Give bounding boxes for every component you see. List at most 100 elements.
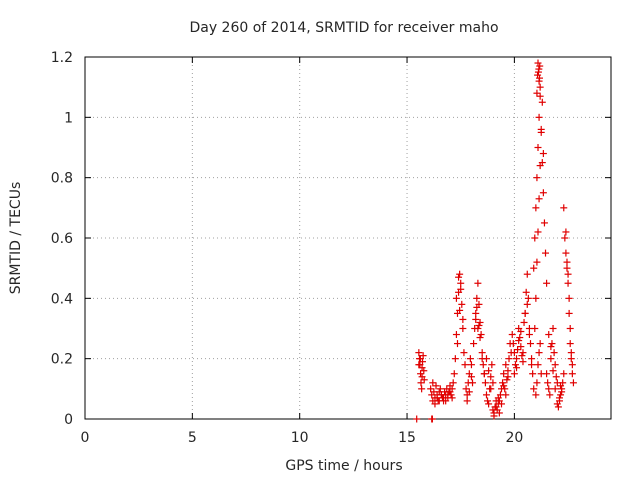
data-point — [490, 412, 498, 420]
data-point — [563, 264, 571, 272]
data-point — [522, 288, 530, 296]
data-point — [566, 340, 574, 348]
data-point — [475, 321, 483, 329]
data-point — [463, 397, 471, 405]
data-point — [429, 379, 437, 387]
data-point — [502, 391, 510, 399]
data-point — [518, 352, 526, 360]
data-point — [532, 294, 540, 302]
data-point — [469, 379, 477, 387]
data-point — [453, 340, 461, 348]
data-point — [458, 300, 466, 308]
data-point — [532, 391, 540, 399]
data-point — [510, 349, 518, 357]
chart-title: Day 260 of 2014, SRMTID for receiver mah… — [189, 20, 498, 36]
y-tick-label: 0 — [64, 412, 73, 428]
data-point — [459, 325, 467, 332]
data-point — [479, 361, 487, 369]
data-point — [551, 385, 559, 393]
x-axis-label: GPS time / hours — [285, 458, 402, 474]
data-point — [554, 403, 562, 411]
data-point — [565, 294, 573, 302]
y-tick-label: 0.4 — [51, 291, 73, 307]
data-point — [502, 361, 510, 369]
data-point — [498, 400, 506, 408]
data-point — [543, 370, 551, 378]
data-point — [547, 343, 555, 351]
data-point — [452, 294, 460, 302]
data-point — [539, 189, 547, 197]
data-point — [473, 294, 481, 302]
data-point — [467, 361, 475, 369]
data-point — [435, 397, 443, 405]
y-axis-label: SRMTID / TECUs — [8, 182, 24, 295]
data-point — [499, 379, 507, 387]
data-point — [531, 325, 539, 332]
data-point — [436, 385, 444, 393]
data-point — [534, 228, 542, 236]
data-point — [457, 279, 465, 287]
data-point — [524, 294, 532, 302]
data-point — [517, 343, 525, 351]
data-point — [549, 325, 557, 332]
x-tick-label: 5 — [188, 430, 197, 446]
data-point — [418, 364, 426, 372]
data-point — [485, 400, 493, 408]
x-tick-label: 10 — [291, 430, 309, 446]
data-point — [501, 385, 509, 393]
data-point — [564, 270, 572, 278]
data-point — [560, 204, 568, 212]
data-point — [473, 303, 481, 311]
data-point — [417, 379, 425, 387]
data-point — [415, 361, 423, 369]
data-point — [415, 349, 423, 357]
data-point — [548, 340, 556, 348]
axis-tick-labels: 0 5 10 15 20 0 0.2 0.4 0.6 0.8 1 1.2 — [51, 50, 524, 446]
data-point — [511, 361, 519, 369]
data-point — [558, 388, 566, 396]
data-point — [520, 318, 528, 326]
data-point — [547, 355, 555, 363]
data-point — [514, 346, 522, 354]
data-point — [477, 331, 485, 339]
data-point — [472, 315, 480, 323]
data-point — [534, 59, 542, 67]
data-point — [418, 385, 426, 393]
data-point — [530, 264, 538, 272]
data-point — [452, 331, 460, 339]
data-point — [505, 355, 513, 363]
data-point — [528, 361, 536, 369]
data-point — [457, 285, 465, 293]
data-point — [532, 204, 540, 212]
data-point — [545, 331, 553, 339]
data-point — [536, 83, 544, 91]
data-point — [562, 228, 570, 236]
data-point — [480, 370, 488, 378]
x-tick-label: 0 — [81, 430, 90, 446]
data-point — [481, 379, 489, 387]
data-point — [451, 355, 459, 363]
data-point — [500, 370, 508, 378]
data-point — [461, 361, 469, 369]
data-point — [478, 349, 486, 357]
data-point — [432, 382, 440, 390]
data-point — [431, 400, 439, 408]
data-point — [504, 367, 512, 375]
data-point — [513, 355, 521, 363]
data-point — [448, 394, 456, 402]
data-point — [418, 373, 426, 381]
data-point — [513, 364, 521, 372]
data-point — [535, 195, 543, 203]
data-point — [536, 74, 544, 82]
data-point — [503, 376, 511, 384]
data-point — [456, 270, 464, 278]
data-point — [456, 306, 464, 314]
y-tick-label: 1.2 — [51, 50, 73, 66]
data-point — [552, 373, 560, 381]
data-point — [533, 258, 541, 266]
data-point — [539, 150, 547, 158]
data-point — [525, 331, 533, 339]
grid-lines — [85, 57, 611, 419]
data-point — [427, 385, 435, 393]
